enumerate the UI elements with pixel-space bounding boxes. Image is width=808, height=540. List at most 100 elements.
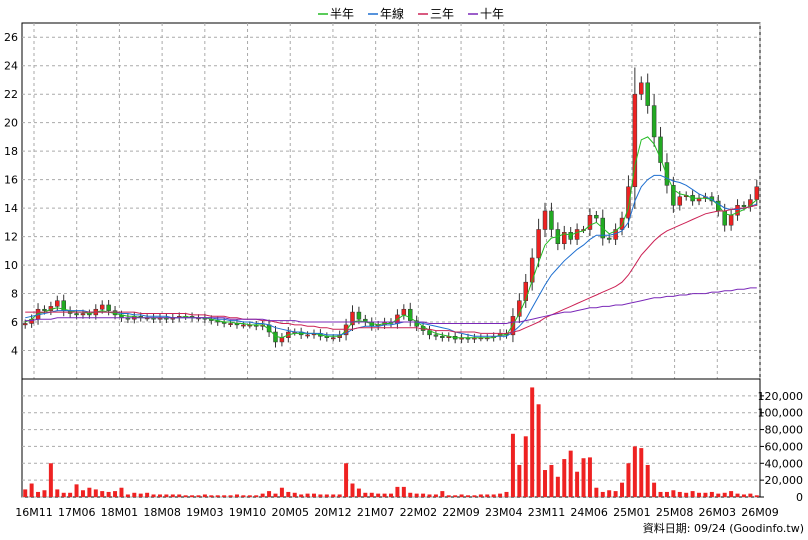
x-tick-label: 22M02 [400,506,438,519]
volume-bar [196,495,201,497]
volume-bar [421,493,426,497]
volume-bar [382,493,387,497]
volume-bar [466,495,470,497]
candle-up [55,300,60,307]
volume-bar [228,495,233,497]
volume-bar [735,493,740,497]
volume-bar [587,457,592,497]
x-tick-label: 16M11 [15,506,53,519]
volume-bar [279,487,284,497]
volume-bar [106,491,111,497]
volume-bar [446,495,451,497]
candle-down [433,334,439,337]
price-tick-label: 18 [4,145,18,158]
volume-bar [344,463,349,497]
candle-down [741,205,747,207]
price-tick-label: 16 [4,174,18,187]
price-tick-label: 20 [4,117,18,130]
candle-up [728,214,734,226]
volume-bar [440,491,445,497]
volume-bar [273,493,278,497]
volume-bar [157,494,162,497]
candle-down [651,105,657,138]
x-tick-label: 20M12 [314,506,352,519]
volume-bar [485,494,490,497]
volume-bar [626,463,631,497]
candle-up [80,313,86,316]
volume-bar [408,492,413,497]
candle-up [677,196,683,206]
x-tick-label: 25M08 [656,506,694,519]
x-tick-label: 26M03 [699,506,737,519]
volume-bar [36,491,41,497]
x-tick-label: 23M11 [528,506,566,519]
ma-line-年線 [25,174,758,337]
candle-down [549,210,554,230]
volume-bar [42,490,47,497]
price-tick-label: 12 [4,231,18,244]
candle-down [606,237,612,240]
volume-bar [48,463,53,497]
candle-up [241,324,246,327]
x-tick-label: 21M07 [357,506,395,519]
candle-up [574,229,580,240]
volume-bar [363,492,368,497]
volume-bar [125,494,130,497]
candle-up [279,337,285,343]
volume-bar [652,482,657,497]
volume-bar [684,492,689,497]
x-tick-label: 19M03 [186,506,224,519]
volume-bar [183,495,188,497]
candle-up [562,232,567,244]
candle-up [632,93,638,188]
volume-bar [632,446,637,497]
volume-bar [658,491,663,497]
legend-label: 三年 [430,7,454,21]
candle-up [523,281,529,301]
x-tick-label: 18M01 [101,506,139,519]
x-tick-label: 22M09 [442,506,480,519]
volume-bar [318,494,323,497]
volume-bar [93,489,98,497]
volume-bar [722,492,727,497]
candle-up [529,257,535,283]
volume-bar [703,492,708,497]
candle-up [626,186,631,219]
price-tick-label: 8 [11,288,18,301]
volume-bar [350,483,355,497]
volume-bar [170,494,175,497]
volume-bar [671,490,676,497]
candle-up [350,311,355,326]
volume-tick-label: 0 [796,491,803,504]
volume-bar [369,492,374,497]
volume-bar [427,494,432,497]
candle-up [228,323,233,325]
volume-bar [324,494,329,497]
volume-bar [575,471,580,497]
volume-bar [202,494,207,497]
volume-bar [260,493,265,497]
price-tick-label: 26 [4,31,18,44]
volume-bar [23,489,28,497]
price-pane: 4 6 8 10 12 14 16 18 20 22 24 26 [4,22,761,497]
volume-tick-label: 80,000 [765,424,804,437]
volume-bar [356,488,361,497]
volume-bar [472,495,477,497]
volume-bar [209,495,214,497]
volume-bar [215,495,220,497]
volume-bar [299,494,304,497]
volume-bar [241,495,246,497]
volume-bar [254,495,259,497]
candle-down [664,162,670,186]
volume-bar [414,493,419,497]
volume-bar [748,493,753,497]
volume-bar [222,495,227,497]
volume-bar [376,493,381,497]
volume-bar [741,494,746,497]
volume-bar [55,489,60,497]
volume-pane: 0 20,000 40,000 60,000 80,000 100,000 120,000 [21,378,804,504]
price-tick-label: 10 [4,259,18,272]
x-tick-label: 23M04 [485,506,523,519]
volume-bar [729,491,734,497]
